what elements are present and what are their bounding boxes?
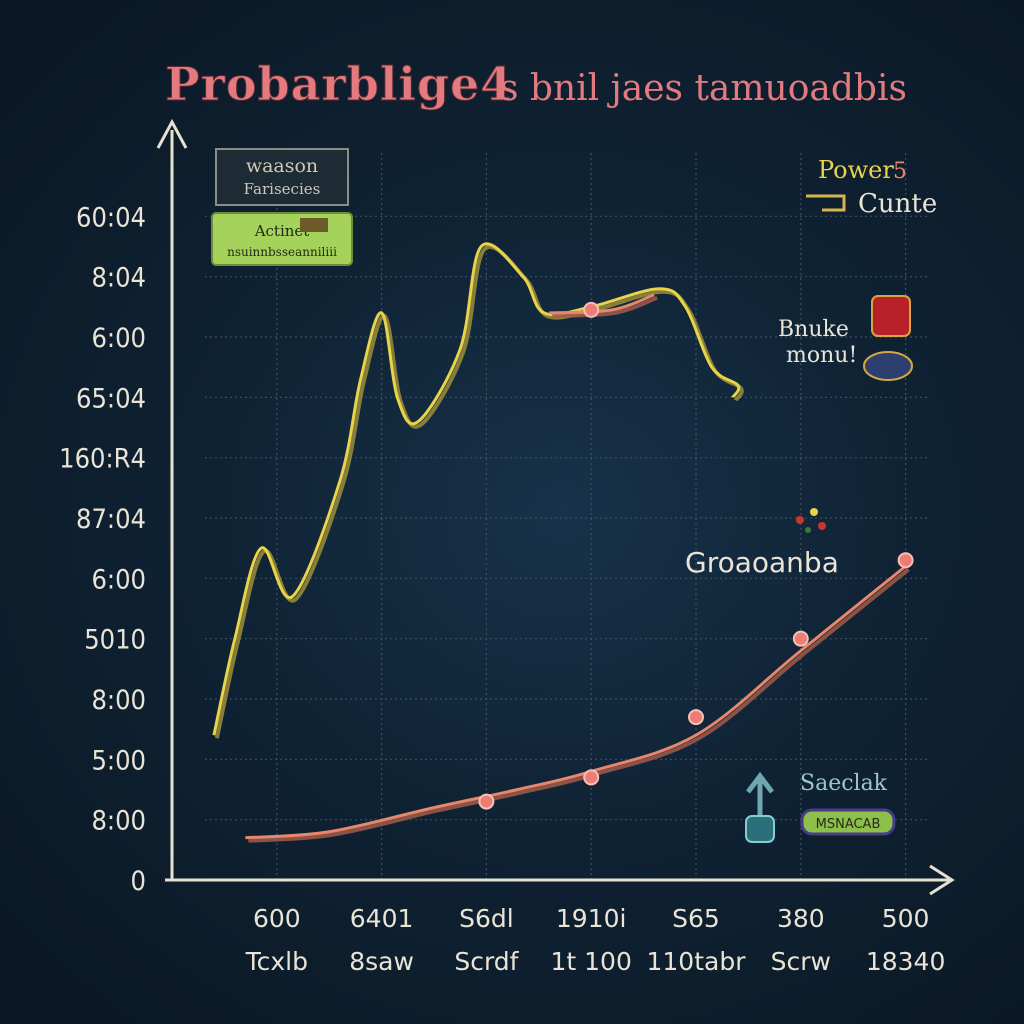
x-tick-sublabel: Scrw [771, 947, 831, 976]
x-tick-sublabel: 18340 [866, 947, 946, 976]
arrow-up-icon [745, 771, 775, 843]
x-axis-arrow [929, 864, 955, 896]
legend-power-suffix: 5 [893, 159, 907, 184]
series-marker [583, 769, 600, 786]
series-line-shadow [552, 295, 658, 318]
y-tick-label: 87:04 [76, 504, 146, 535]
legend-box-2-line2: nsuinnbsseanniliii [227, 245, 337, 259]
series-line [549, 293, 655, 315]
chart-subtitle: s bnil jaes tamuoadbis [500, 68, 907, 109]
axes [156, 118, 955, 896]
legend-box-1 [215, 148, 349, 206]
series-marker [897, 552, 914, 569]
x-tick-label: S6dl [459, 904, 514, 933]
legend-scatter-label: Saeclak [800, 771, 888, 796]
x-tick-labels: 600 Tcxlb 6401 8saw S6dl Scrdf 1910i 1t 100 S65 1… [245, 904, 946, 976]
legend-snake-line2: monu! [786, 343, 857, 368]
x-tick-label: 500 [882, 904, 930, 933]
legend-curve-icon [806, 194, 846, 212]
legend-green-badge-text: MSNACAB [816, 817, 881, 832]
series-group [212, 242, 914, 843]
y-tick-label: 8:00 [91, 685, 146, 716]
grid-lines [205, 150, 930, 880]
chart-title: Probarblige4 [165, 57, 513, 111]
legend-curve-label: Cunte [858, 189, 937, 219]
y-tick-labels: 60:04 8:04 6:00 65:04 160:R4 87:04 6:00 5010 8:0… [59, 202, 146, 897]
confetti-icon [796, 508, 826, 533]
y-tick-label: 6:00 [91, 323, 146, 354]
x-tick-label: 6401 [350, 904, 414, 933]
y-tick-label: 0 [131, 866, 146, 897]
y-axis-arrow [156, 118, 188, 149]
y-tick-label: 6:00 [91, 564, 146, 595]
series-line [212, 242, 741, 736]
x-tick-sublabel: Scrdf [454, 947, 519, 976]
legend-box-1-line1: waason [246, 155, 318, 177]
x-tick-label: 380 [777, 904, 825, 933]
series-marker [688, 709, 704, 726]
legend-box-1-line2: Farisecies [244, 180, 321, 198]
x-tick-sublabel: 110tabr [647, 947, 747, 976]
x-tick-label: 600 [253, 904, 301, 933]
legend-snake-line1: Bnuke [778, 317, 849, 342]
legend-power-label: Power [818, 156, 894, 184]
y-tick-label: 160:R4 [59, 444, 146, 475]
x-tick-sublabel: 1t 100 [551, 947, 632, 976]
disc-icon [863, 351, 913, 381]
y-tick-label: 5:00 [91, 745, 146, 776]
y-tick-label: 8:04 [91, 263, 146, 294]
y-tick-label: 60:04 [76, 202, 146, 233]
legend-box-2-icon [300, 218, 328, 232]
series-marker [583, 301, 600, 318]
annotation-label: Groaoanba [685, 546, 839, 579]
series-line-shadow [214, 244, 744, 739]
y-tick-label: 65:04 [76, 383, 146, 414]
y-tick-label: 5010 [84, 625, 146, 656]
x-tick-label: S65 [672, 904, 720, 933]
jar-icon [871, 295, 911, 337]
y-tick-label: 8:00 [91, 806, 146, 837]
series-marker [478, 793, 495, 810]
x-tick-sublabel: 8saw [349, 947, 414, 976]
legend-box-2-line1: Actinet [254, 222, 310, 240]
series-line [245, 565, 907, 840]
series-line-shadow [248, 567, 910, 843]
series-marker [792, 630, 809, 647]
x-tick-label: 1910i [556, 904, 627, 933]
legend-right: Power 5 Cunte Bnuke monu! Groaoanba Saec… [685, 156, 937, 843]
x-tick-sublabel: Tcxlb [245, 947, 308, 976]
legend-left: waason Farisecies Actinet nsuinnbsseanni… [211, 148, 353, 266]
legend-green-badge [800, 808, 896, 836]
